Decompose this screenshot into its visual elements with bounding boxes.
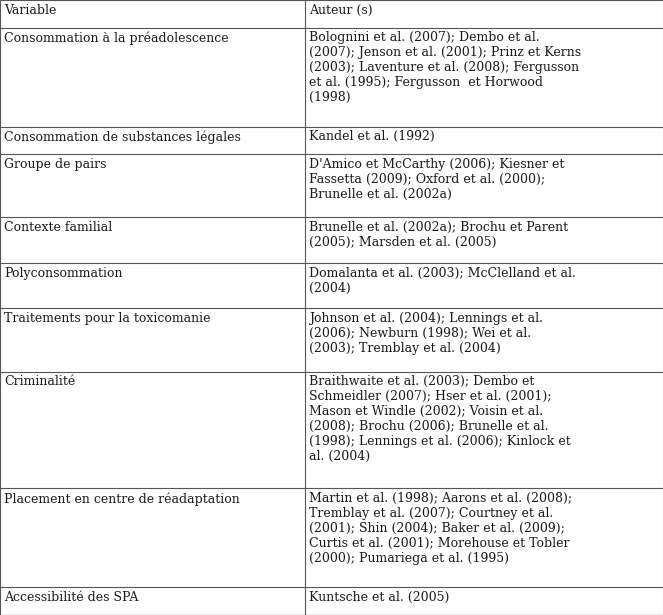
Text: Johnson et al. (2004); Lennings et al.
(2006); Newburn (1998); Wei et al.
(2003): Johnson et al. (2004); Lennings et al. (…: [309, 312, 543, 355]
Text: Groupe de pairs: Groupe de pairs: [4, 158, 107, 171]
Text: Kuntsche et al. (2005): Kuntsche et al. (2005): [309, 591, 450, 604]
Text: D'Amico et McCarthy (2006); Kiesner et
Fassetta (2009); Oxford et al. (2000);
Br: D'Amico et McCarthy (2006); Kiesner et F…: [309, 158, 564, 201]
Text: Domalanta et al. (2003); McClelland et al.
(2004): Domalanta et al. (2003); McClelland et a…: [309, 267, 576, 295]
Text: Brunelle et al. (2002a); Brochu et Parent
(2005); Marsden et al. (2005): Brunelle et al. (2002a); Brochu et Paren…: [309, 221, 568, 249]
Text: Bolognini et al. (2007); Dembo et al.
(2007); Jenson et al. (2001); Prinz et Ker: Bolognini et al. (2007); Dembo et al. (2…: [309, 31, 581, 105]
Text: Kandel et al. (1992): Kandel et al. (1992): [309, 130, 435, 143]
Text: Variable: Variable: [4, 4, 56, 17]
Text: Consommation de substances légales: Consommation de substances légales: [4, 130, 241, 144]
Text: Consommation à la préadolescence: Consommation à la préadolescence: [4, 31, 229, 45]
Text: Criminalité: Criminalité: [4, 375, 75, 389]
Text: Accessibilité des SPA: Accessibilité des SPA: [4, 591, 139, 604]
Text: Auteur (s): Auteur (s): [309, 4, 373, 17]
Text: Traitements pour la toxicomanie: Traitements pour la toxicomanie: [4, 312, 210, 325]
Text: Martin et al. (1998); Aarons et al. (2008);
Tremblay et al. (2007); Courtney et : Martin et al. (1998); Aarons et al. (200…: [309, 492, 572, 565]
Text: Polyconsommation: Polyconsommation: [4, 267, 123, 280]
Text: Braithwaite et al. (2003); Dembo et
Schmeidler (2007); Hser et al. (2001);
Mason: Braithwaite et al. (2003); Dembo et Schm…: [309, 375, 571, 463]
Text: Contexte familial: Contexte familial: [4, 221, 112, 234]
Text: Placement en centre de réadaptation: Placement en centre de réadaptation: [4, 492, 240, 506]
